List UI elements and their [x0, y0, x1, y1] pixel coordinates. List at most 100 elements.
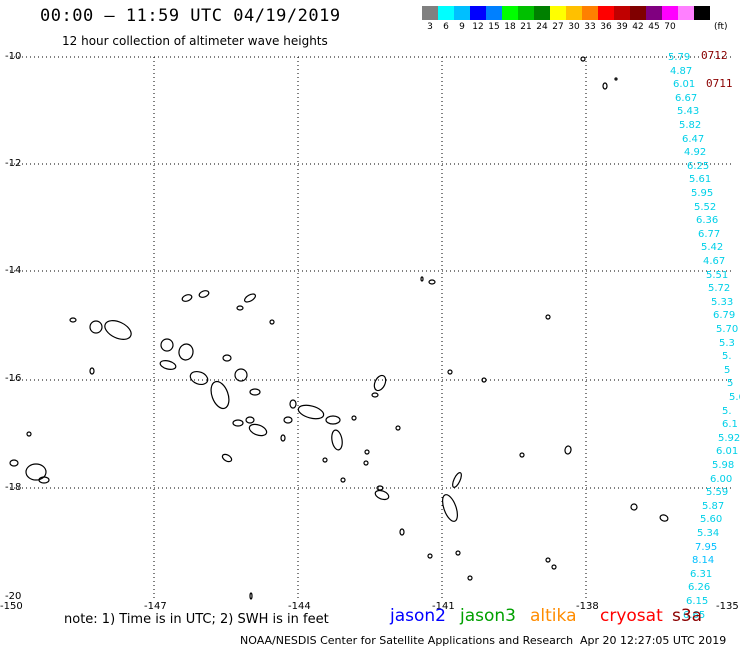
swh-value: 5.87 — [702, 500, 725, 512]
island-outline — [371, 392, 379, 398]
satellite-s3a: s3a — [672, 606, 703, 626]
island-outline — [38, 476, 50, 484]
island-outline — [160, 338, 174, 352]
island-outline — [159, 360, 177, 370]
island-outline — [395, 425, 401, 431]
island-outline — [580, 56, 586, 62]
legend-label: 70 — [664, 22, 676, 32]
swh-value: 6.65 — [683, 609, 706, 621]
lon-label: -135 — [716, 601, 739, 612]
swh-value: 5.3 — [719, 337, 735, 349]
legend-swatch — [582, 6, 598, 20]
island-outline — [602, 82, 608, 90]
island-outline — [659, 514, 669, 522]
island-outline — [614, 77, 618, 81]
island-outline — [545, 557, 551, 563]
island-outline — [269, 319, 275, 325]
swh-value: 6.25 — [687, 160, 710, 172]
lat-label: -18 — [5, 482, 22, 493]
legend-label: 12 — [472, 22, 484, 32]
lat-label: -20 — [5, 591, 22, 602]
swh-value: 5. — [722, 405, 732, 417]
island-outline — [374, 489, 390, 501]
island-outline — [481, 377, 487, 383]
legend-label: 45 — [648, 22, 660, 32]
island-outline — [234, 368, 248, 382]
island-outline — [519, 452, 525, 458]
island-outline — [280, 434, 286, 442]
island-outline — [283, 416, 293, 424]
swh-value: 5.79 — [668, 52, 691, 63]
island-outline — [467, 575, 473, 581]
island-outline — [427, 553, 433, 559]
satellite-jason2: jason2 — [390, 606, 446, 626]
island-outline — [69, 317, 77, 323]
legend-label: 39 — [616, 22, 628, 32]
swh-value: 6.15 — [686, 596, 709, 607]
swh-value: 5.72 — [708, 283, 731, 295]
legend-unit: (ft) — [714, 22, 728, 32]
lon-label: -147 — [144, 601, 167, 612]
island-outline — [221, 453, 233, 463]
swh-value: 5.61 — [689, 174, 712, 186]
island-outline — [222, 354, 232, 362]
swh-value: 6.00 — [710, 473, 733, 485]
lat-label: -10 — [5, 51, 22, 62]
swh-value: 6.26 — [688, 582, 711, 594]
island-outline — [181, 294, 193, 302]
legend-label: 3 — [427, 22, 433, 32]
island-outline — [245, 416, 255, 424]
swh-value: 5.92 — [718, 432, 740, 444]
page-title: 00:00 – 11:59 UTC 04/19/2019 — [40, 6, 341, 26]
lat-label: -14 — [5, 265, 22, 276]
swh-value: 5 — [727, 378, 734, 390]
island-outline — [428, 279, 436, 285]
swh-value: 5.6 — [729, 392, 740, 403]
legend-label: 42 — [632, 22, 644, 32]
island-outline — [249, 388, 261, 396]
legend-label: 36 — [600, 22, 612, 32]
island-outline — [452, 472, 462, 488]
island-outline — [340, 477, 346, 483]
legend-swatch — [518, 6, 534, 20]
island-outline — [351, 415, 357, 421]
legend-swatch — [438, 6, 454, 20]
legend-label: 9 — [459, 22, 465, 32]
island-outline — [249, 592, 253, 600]
island-outline — [232, 419, 244, 427]
island-outline — [322, 457, 328, 463]
legend-swatch — [422, 6, 438, 20]
swh-value: 5.43 — [677, 106, 700, 118]
swh-value: 5.95 — [691, 188, 714, 199]
lon-label: -144 — [288, 601, 311, 612]
legend-swatch — [646, 6, 662, 20]
island-outline — [236, 305, 244, 311]
island-outline — [297, 404, 325, 420]
pass-label: 0711 — [706, 77, 733, 90]
swh-value: 5.82 — [679, 120, 702, 131]
swh-value: 6.1 — [722, 419, 738, 431]
legend-swatch — [662, 6, 678, 20]
island-outline — [373, 374, 387, 392]
island-outline — [455, 550, 461, 556]
swh-value: 5.42 — [701, 242, 724, 254]
island-outline — [551, 564, 557, 570]
swh-value: 5.51 — [706, 269, 729, 281]
swh-value: 6.77 — [698, 228, 721, 240]
island-outline — [248, 423, 268, 437]
island-outline — [564, 445, 572, 455]
legend-swatch — [550, 6, 566, 20]
island-outline — [447, 369, 453, 375]
legend-label: 15 — [488, 22, 500, 32]
legend-label: 27 — [552, 22, 564, 32]
swh-value: 6.01 — [673, 79, 696, 91]
lat-label: -16 — [5, 373, 22, 384]
satellite-jason3: jason3 — [460, 606, 516, 626]
legend-swatch — [630, 6, 646, 20]
swh-value: 5.60 — [700, 514, 723, 526]
island-outline — [243, 293, 257, 303]
swh-value: 5.70 — [716, 324, 739, 335]
island-outline — [289, 399, 297, 409]
island-outline — [89, 367, 95, 375]
